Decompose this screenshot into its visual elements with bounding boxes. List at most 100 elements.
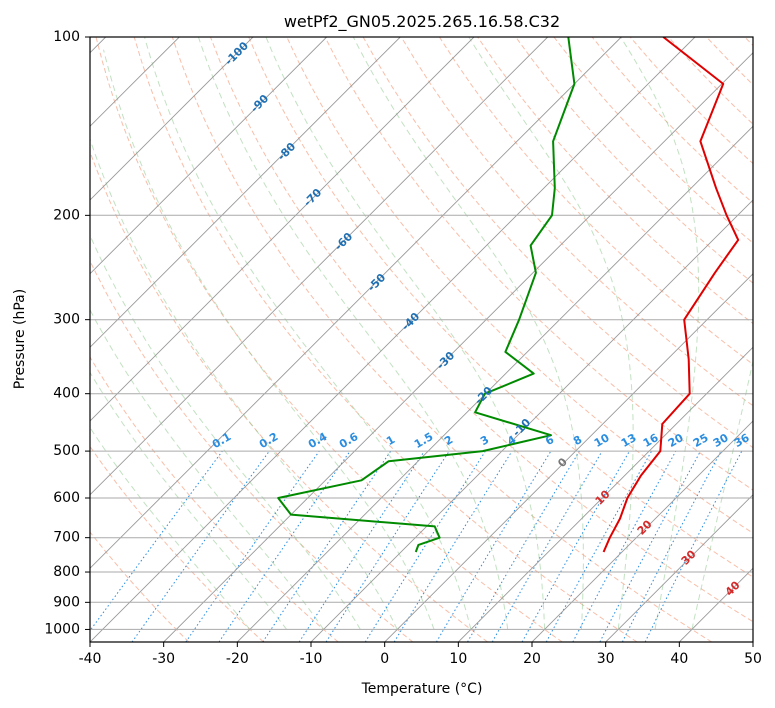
mixing-ratio-label: 30 — [711, 431, 731, 450]
x-tick-label: 40 — [670, 651, 688, 667]
mixing-ratio-label: 16 — [641, 431, 661, 450]
x-axis-label: Temperature (°C) — [361, 681, 483, 697]
mixing-ratio-line — [393, 450, 513, 642]
mixing-ratio-label: 1 — [384, 433, 397, 448]
y-tick-label: 800 — [53, 564, 80, 580]
mixing-ratio-label: 8 — [571, 433, 584, 448]
x-tick-label: 50 — [744, 651, 762, 667]
dry-adiabat-line — [400, 37, 753, 407]
y-tick-label: 500 — [53, 443, 80, 459]
mixing-ratio-label: 10 — [592, 431, 612, 450]
mixing-ratio-label: 25 — [691, 431, 711, 450]
profile-line — [602, 37, 740, 553]
isotherm-line — [90, 37, 254, 201]
mixing-ratio-label: 0.1 — [210, 430, 233, 451]
dry-adiabat-line — [95, 37, 563, 642]
isotherm-line — [752, 641, 753, 642]
isotherm-line — [605, 494, 753, 642]
dry-adiabat-line — [90, 356, 339, 642]
dry-adiabat-line — [90, 259, 414, 642]
mixing-ratio-label: 0.2 — [257, 430, 280, 451]
mixing-ratio-line — [298, 450, 425, 642]
x-tick-label: 0 — [380, 651, 389, 667]
y-tick-label: 200 — [53, 207, 80, 223]
isotherm-label: -10 — [510, 416, 533, 439]
moist-adiabat-label: 30 — [679, 547, 699, 567]
dry-adiabat-line — [438, 37, 753, 366]
isotherm-line — [678, 567, 753, 642]
mixing-ratio-label: 36 — [732, 431, 752, 450]
moist-adiabat-label: 0 — [555, 455, 570, 470]
mixing-ratio-label: 2 — [442, 433, 455, 448]
dry-adiabat-line — [591, 37, 753, 204]
x-tick-label: -10 — [300, 651, 323, 667]
moist-adiabat-line — [90, 426, 251, 630]
mixing-ratio-line — [599, 450, 701, 642]
isotherm-line — [90, 37, 696, 642]
isotherm-line — [310, 199, 753, 642]
mixing-ratio-line — [545, 450, 653, 642]
dry-adiabat-line — [324, 37, 753, 491]
dry-adiabat-line — [706, 37, 753, 86]
moist-adiabat-line — [90, 371, 288, 630]
mixing-ratio-label: 13 — [619, 431, 639, 450]
dry-adiabat-line — [248, 37, 753, 578]
mixing-ratio-line — [621, 450, 722, 642]
isotherm-label: -70 — [301, 186, 324, 209]
dry-adiabat-line — [744, 37, 753, 47]
isotherm-line — [90, 37, 401, 348]
plot-frame — [89, 36, 754, 643]
y-tick-label: 400 — [53, 386, 80, 402]
moist-adiabat-line — [197, 37, 509, 630]
mixing-ratio-line — [572, 450, 677, 642]
mixing-ratio-line — [131, 450, 270, 642]
dry-adiabat-line — [171, 37, 712, 642]
moist-adiabat-line — [265, 37, 546, 630]
dry-adiabat-line — [553, 37, 753, 244]
dry-adiabat-line — [90, 150, 488, 642]
mixing-ratio-line — [435, 450, 552, 642]
y-tick-label: 300 — [53, 312, 80, 328]
axes: -40 -30 -20 -10 0 10 20 30 40 5010020030040050060… — [44, 29, 762, 667]
moist-adiabat-line — [103, 49, 435, 630]
moist-adiabat-line — [144, 37, 472, 630]
mixing-ratio-label: 6 — [543, 433, 556, 448]
isotherm-line — [163, 52, 753, 642]
dry-adiabat-line — [210, 37, 753, 623]
mixing-ratio-label: 3 — [478, 433, 491, 448]
moist-adiabat-line — [620, 37, 700, 630]
mixing-ratio-line — [262, 450, 392, 642]
profile-line — [277, 37, 576, 553]
dry-adiabat-line — [515, 37, 753, 284]
y-tick-label: 1000 — [44, 621, 80, 637]
y-tick-label: 100 — [53, 29, 80, 45]
isotherm-line — [531, 420, 753, 642]
moist-adiabat-line — [468, 37, 634, 630]
mixing-ratio-line — [218, 450, 351, 642]
mixing-ratio-line — [521, 450, 630, 642]
y-tick-label: 600 — [53, 490, 80, 506]
mixing-ratio-line — [90, 450, 223, 632]
isotherm-line — [236, 125, 753, 642]
y-tick-label: 700 — [53, 530, 80, 546]
isotherm-line — [384, 273, 753, 642]
dry-adiabat-line — [90, 445, 264, 642]
chart-title: wetPf2_GN05.2025.265.16.58.C32 — [284, 12, 560, 32]
isotherm-line — [457, 346, 753, 642]
dry-adiabat-line — [362, 37, 753, 449]
moist-adiabat-line — [90, 234, 361, 630]
moist-adiabat-line — [90, 308, 324, 630]
y-axis-label: Pressure (hPa) — [12, 289, 28, 389]
x-tick-label: -20 — [226, 651, 249, 667]
x-tick-label: -40 — [79, 651, 102, 667]
isotherm-label: -50 — [365, 271, 388, 294]
moist-adiabat-label: 20 — [635, 517, 655, 537]
x-tick-label: 30 — [597, 651, 615, 667]
x-tick-label: -30 — [152, 651, 175, 667]
y-tick-label: 900 — [53, 594, 80, 610]
x-tick-label: 10 — [449, 651, 467, 667]
mixing-ratio-label: 0.4 — [306, 430, 330, 451]
x-tick-label: 20 — [523, 651, 541, 667]
mixing-ratio-line — [644, 450, 743, 642]
